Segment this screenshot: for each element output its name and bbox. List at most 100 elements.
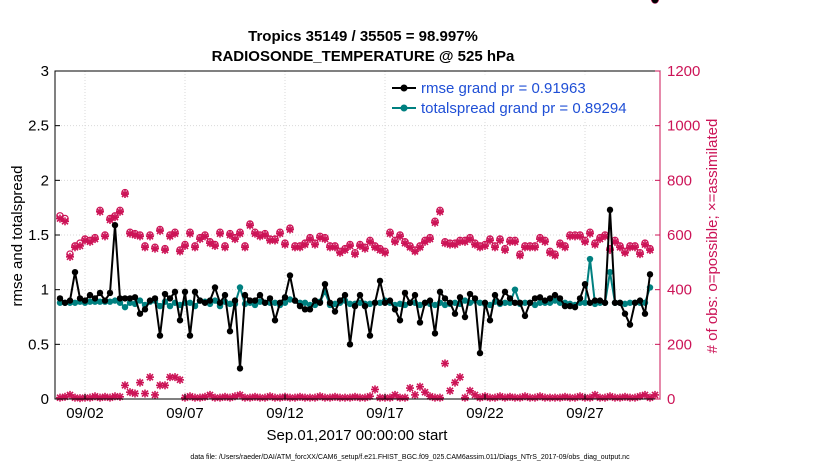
rmse-point	[356, 291, 364, 299]
rmse-point	[286, 272, 294, 279]
rmse-point	[231, 297, 239, 304]
obs-low-point	[456, 373, 464, 382]
x-tick-label: 09/07	[166, 405, 204, 422]
obs-assimilated-point	[201, 232, 209, 241]
totalspread-point	[281, 299, 289, 306]
rmse-point	[141, 306, 149, 313]
totalspread-point	[271, 299, 279, 306]
rmse-point	[411, 291, 419, 299]
rmse-point	[66, 297, 74, 304]
obs-assimilated-point	[181, 241, 189, 250]
rmse-point	[556, 295, 564, 302]
obs-assimilated-point	[631, 243, 639, 252]
obs-assimilated-point	[636, 250, 644, 259]
rmse-point	[106, 289, 114, 297]
rmse-point	[346, 341, 354, 348]
rmse-point	[221, 291, 229, 299]
x-tick-label: 09/27	[566, 405, 604, 422]
rmse-point	[136, 310, 144, 317]
rmse-point	[501, 288, 509, 296]
x-tick-label: 09/12	[266, 405, 304, 422]
right-tick-label: 0	[667, 391, 675, 408]
rmse-point	[56, 295, 64, 302]
obs-assimilated-point	[221, 243, 229, 252]
obs-assimilated-point	[396, 232, 404, 241]
rmse-point	[336, 297, 344, 304]
rmse-point	[381, 299, 389, 306]
rmse-point	[611, 299, 619, 306]
obs-assimilated-point	[211, 241, 219, 250]
obs-low-point	[246, 393, 254, 402]
totalspread-point	[251, 301, 259, 309]
rmse-point	[486, 317, 494, 324]
obs-low-point	[406, 384, 414, 393]
legend-rmse-marker	[400, 84, 408, 92]
obs-assimilated-point	[351, 250, 359, 259]
rmse-point	[191, 288, 199, 296]
rmse-point	[351, 302, 359, 310]
totalspread-series	[56, 0, 659, 311]
rmse-point	[446, 299, 454, 306]
totalspread-point	[226, 300, 234, 308]
rmse-point	[511, 299, 519, 306]
rmse-point	[416, 319, 424, 326]
rmse-point	[566, 302, 574, 310]
totalspread-point	[116, 299, 124, 306]
rmse-point	[481, 299, 489, 306]
rmse-point	[571, 303, 579, 311]
rmse-point	[241, 291, 249, 299]
rmse-point	[236, 365, 244, 372]
obs-assimilated-point	[146, 232, 154, 241]
rmse-point	[146, 297, 154, 304]
totalspread-point	[166, 302, 174, 310]
rmse-point	[496, 299, 504, 306]
obs-assimilated-point	[186, 229, 194, 238]
obs-assimilated-point	[236, 229, 244, 238]
obs-assimilated-point	[111, 213, 119, 222]
obs-assimilated-point	[586, 229, 594, 238]
rmse-point	[491, 291, 499, 299]
rmse-point	[426, 297, 434, 304]
left-tick-label: 2	[41, 172, 49, 189]
rmse-point	[526, 299, 534, 306]
rmse-point	[651, 0, 659, 4]
obs-assimilated-point	[621, 248, 629, 257]
rmse-point	[291, 297, 299, 304]
obs-assimilated-point	[241, 243, 249, 252]
obs-assimilated-point	[76, 241, 84, 250]
right-tick-label: 800	[667, 172, 692, 189]
rmse-point	[636, 297, 644, 304]
obs-assimilated-point	[66, 252, 74, 261]
obs-assimilated-point	[96, 207, 104, 216]
rmse-point	[256, 291, 264, 299]
totalspread-point	[506, 299, 514, 306]
obs-assimilated-point	[231, 235, 239, 244]
left-tick-label: 0	[41, 391, 49, 408]
obs-assimilated-point	[501, 246, 509, 255]
obs-low-point	[441, 359, 449, 368]
rmse-point	[216, 299, 224, 306]
totalspread-point	[121, 303, 129, 311]
rmse-point	[456, 294, 464, 301]
rmse-point	[131, 294, 139, 301]
obs-assimilated-point	[591, 240, 599, 249]
obs-low-point	[161, 381, 169, 390]
obs-low-point	[371, 385, 379, 394]
obs-assimilated-point	[581, 237, 589, 246]
x-axis-ticks: 09/02 09/07 09/12 09/17 09/22 09/27	[66, 394, 604, 422]
totalspread-point	[156, 302, 164, 310]
obs-assimilated-point	[386, 229, 394, 238]
rmse-point	[101, 297, 109, 304]
totalspread-point	[96, 298, 104, 305]
rmse-point	[331, 308, 339, 315]
totalspread-point	[236, 284, 244, 291]
rmse-point	[376, 277, 384, 285]
totalspread-point	[56, 299, 64, 306]
obs-assimilated-point	[176, 247, 184, 256]
rmse-point	[226, 328, 234, 335]
totalspread-point	[186, 299, 194, 306]
rmse-point	[626, 321, 634, 328]
rmse-point	[536, 294, 544, 301]
obs-assimilated-point	[516, 251, 524, 260]
rmse-series	[56, 0, 659, 372]
